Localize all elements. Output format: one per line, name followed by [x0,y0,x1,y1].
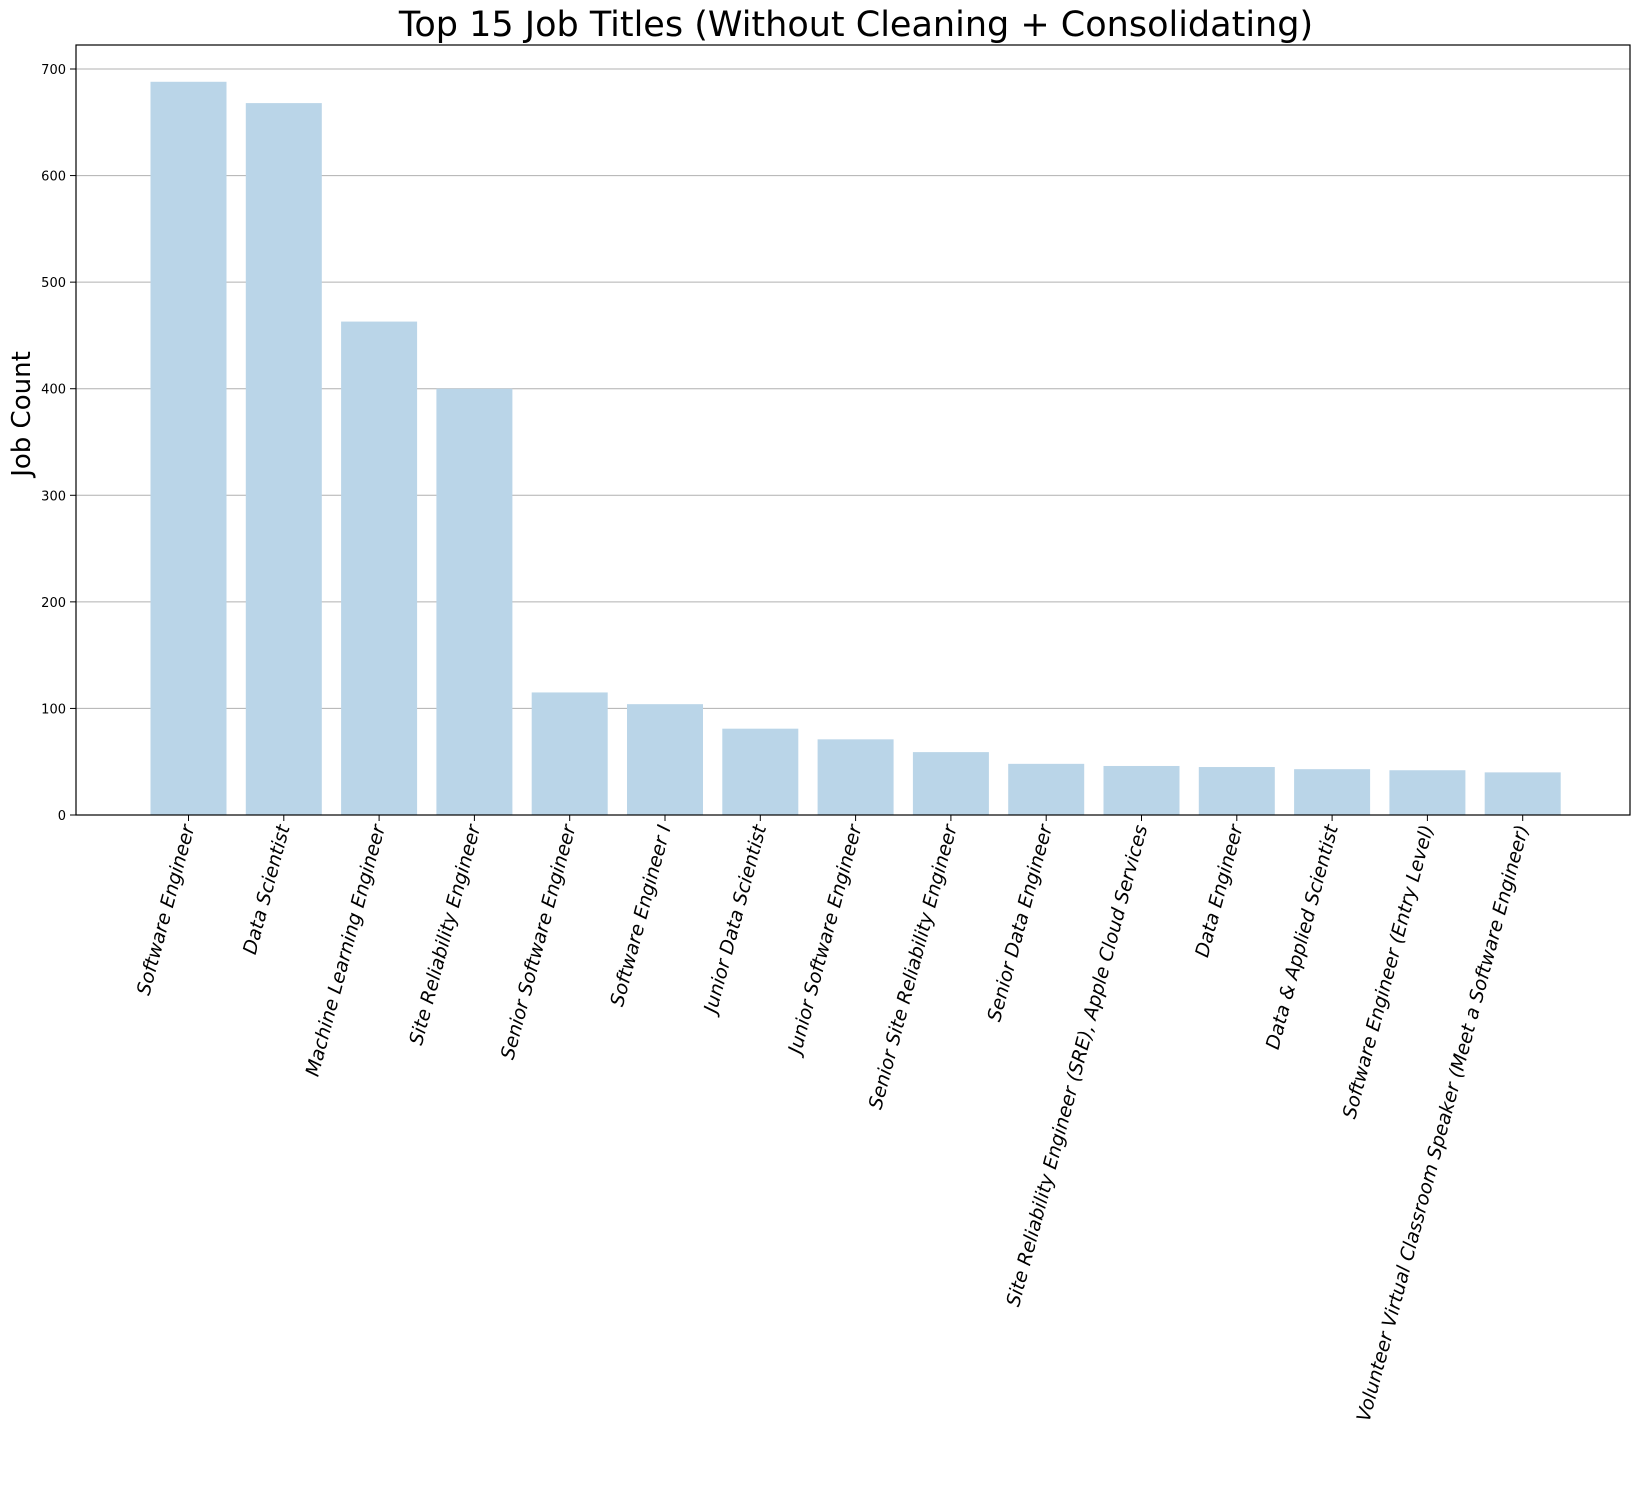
y-tick-label: 200 [41,596,66,611]
x-tick-label: Data Engineer [1191,821,1248,959]
bar [1484,772,1561,815]
plot-frame [75,44,1631,816]
x-tick-label: Senior Site Reliability Engineer [865,821,962,1111]
bar [1103,765,1180,815]
x-tick-label: Software Engineer I [606,822,676,1009]
bars [150,81,1561,816]
bar [817,739,894,815]
gridlines [76,68,1630,709]
x-tick-label: Software Engineer [133,821,200,997]
bar [1389,770,1466,815]
y-tick-label: 100 [41,702,66,717]
x-axis-ticks: Software Engineer Data Scientist Machine L… [133,815,1534,1424]
x-tick-label: Senior Software Engineer [497,821,581,1061]
x-tick-label: Software Engineer (Entry Level) [1339,823,1439,1121]
bar [436,388,513,815]
x-tick-label: Data & Applied Scientist [1262,821,1344,1052]
y-tick-label: 600 [41,170,66,185]
x-tick-label: Machine Learning Engineer [302,821,391,1078]
y-axis-label: Job Count [7,351,37,479]
y-tick-label: 700 [41,63,66,78]
x-tick-label: Junior Software Engineer [783,821,867,1059]
y-tick-label: 0 [58,809,66,824]
bar [1294,769,1371,815]
bar [627,704,703,815]
x-tick-label: Data Scientist [239,821,295,957]
bar [245,103,322,816]
chart-title: Top 15 Job Titles (Without Cleaning + Co… [398,5,1313,45]
y-tick-label: 500 [41,276,66,291]
x-tick-label: Site Reliability Engineer [405,821,485,1047]
y-axis-ticks: 0 100 200 300 400 500 600 700 [41,63,76,824]
x-tick-label: Volunteer Virtual Classroom Speaker (Mee… [1353,823,1534,1424]
bar [1198,767,1275,815]
x-tick-label: Senior Data Engineer [983,821,1057,1024]
bar [341,321,418,815]
bar [150,81,227,815]
y-tick-label: 400 [41,383,66,398]
bar [722,728,799,815]
bar [1008,763,1085,815]
bar [912,752,989,815]
x-tick-label: Junior Data Scientist [699,821,772,1019]
bar [531,692,608,815]
y-tick-label: 300 [41,489,66,504]
